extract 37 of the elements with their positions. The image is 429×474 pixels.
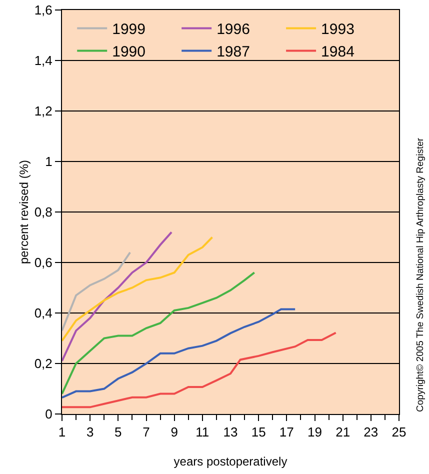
y-tick-label: 0,6 [34,255,52,270]
x-tick-label: 5 [114,424,122,440]
line-series [62,272,256,395]
x-axis-title: years postoperatively [174,454,288,468]
x-tick-label: 7 [142,424,150,440]
x-tick-label: 15 [251,424,266,440]
x-tick-label: 17 [279,424,294,440]
y-tick-label: 0,2 [34,356,52,372]
line-series [62,332,337,408]
x-tick-label: 3 [86,424,94,440]
x-tick-label: 9 [170,424,178,440]
x-tick-label: 11 [196,424,210,440]
y-axis-title: percent revised (%) [17,160,31,264]
text: Copyright© 2005 The Swedish National Hip Arthroplasty Register [414,138,426,412]
x-tick-label: 25 [392,424,406,440]
line-series [62,236,214,342]
x-tick-label: 13 [223,424,238,440]
x-tick-label: 1 [58,424,66,440]
legend-label: 1984 [321,44,354,61]
x-tick-label: 23 [364,424,378,440]
y-tick-label: 1,2 [34,104,52,119]
line-series [62,231,173,362]
y-tick-label: 1,6 [34,2,52,18]
y-tick-label: 1,4 [34,53,52,68]
y-tick-label: 0 [45,406,52,422]
y-tick-label: 0,4 [34,306,52,321]
line-series [62,308,296,399]
legend-label: 1987 [216,44,250,61]
line-series [62,251,132,332]
legend-label: 1993 [321,21,354,38]
x-tick-label: 21 [336,424,350,440]
y-tick-label: 0,8 [34,204,52,220]
x-tick-label: 19 [308,424,322,440]
legend-label: 1996 [216,21,250,38]
legend-label: 1990 [112,44,146,61]
y-tick-label: 1 [45,154,52,170]
legend-label: 1999 [112,21,146,38]
